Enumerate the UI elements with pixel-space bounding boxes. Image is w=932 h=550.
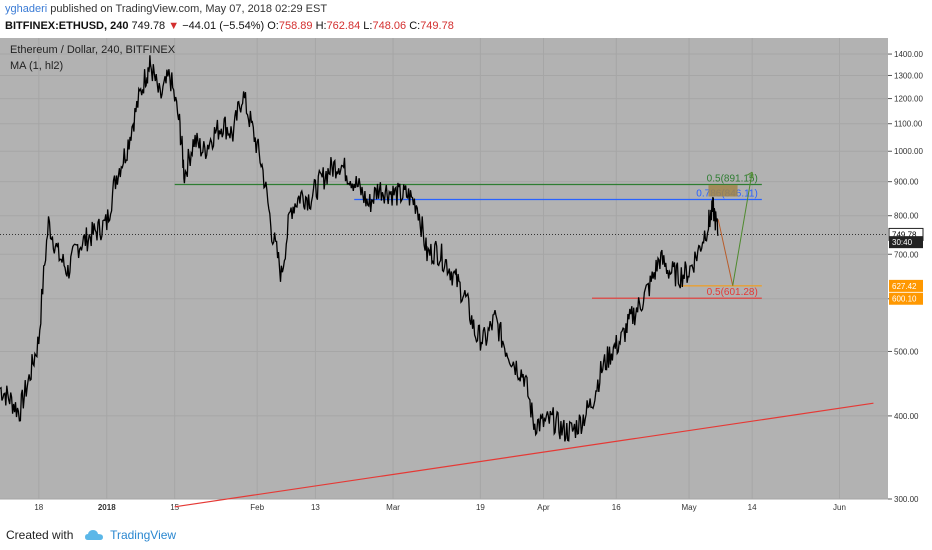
- created-with: Created with TradingView: [6, 528, 176, 542]
- open-label: O:: [267, 20, 279, 32]
- tradingview-logo-text[interactable]: TradingView: [110, 528, 177, 542]
- x-tick-label: Mar: [386, 503, 400, 512]
- y-tick-label: 800.00: [894, 212, 919, 221]
- high-value: 762.84: [326, 20, 361, 32]
- time-axis-labels: 18 2018 15 Feb 13 Mar 19 Apr 16 May 14 Jun: [34, 503, 846, 512]
- x-tick-label: 14: [748, 503, 757, 512]
- price-tag: [889, 236, 923, 249]
- price-axis[interactable]: [888, 38, 932, 514]
- created-label: Created with: [6, 528, 74, 542]
- price-tag-label: 627.42: [892, 282, 917, 291]
- price-change: −44.01 (−5.54%): [182, 20, 265, 32]
- high-label: H:: [315, 20, 327, 32]
- price-tag: [889, 279, 923, 292]
- x-tick-label: 15: [170, 503, 179, 512]
- y-tick-label: 900.00: [894, 178, 919, 187]
- y-tick-label: 1100.00: [894, 120, 923, 129]
- projection-up-arrow: [732, 172, 753, 286]
- y-tick-label: 700.00: [894, 250, 919, 259]
- ohlc-bar: BITFINEX:ETHUSD, 240 749.78 ▼ −44.01 (−5…: [5, 20, 454, 32]
- low-label: L:: [363, 20, 373, 32]
- y-tick-label: 1400.00: [894, 50, 923, 59]
- x-tick-label: 16: [612, 503, 621, 512]
- support-trendline: [174, 402, 874, 508]
- publish-info: yghaderi published on TradingView.com, M…: [5, 3, 327, 15]
- low-value: 748.06: [372, 20, 407, 32]
- close-value: 749.78: [420, 20, 454, 32]
- down-arrow-icon: ▼: [168, 20, 180, 32]
- target-zone: [708, 184, 738, 197]
- price-chart[interactable]: 300.00400.00500.00600.00700.00800.00900.…: [0, 38, 932, 514]
- x-tick-label: Feb: [250, 503, 264, 512]
- projection-down-arrow: [717, 219, 734, 286]
- tradingview-cloud-icon: [84, 530, 103, 541]
- legend-indicator: MA (1, hl2): [10, 60, 63, 72]
- arrow-head-icon: [746, 171, 754, 179]
- y-tick-label: 400.00: [894, 412, 919, 421]
- y-tick-label: 300.00: [894, 495, 919, 504]
- x-tick-label: May: [681, 503, 696, 512]
- price-axis-labels: 300.00400.00500.00600.00700.00800.00900.…: [888, 50, 923, 504]
- publish-text: published on TradingView.com, May 07, 20…: [50, 3, 328, 15]
- x-tick-label: 18: [34, 503, 43, 512]
- x-tick-label: 13: [311, 503, 320, 512]
- y-tick-label: 500.00: [894, 347, 919, 356]
- price-tag: [889, 292, 923, 305]
- price-line: [0, 55, 719, 442]
- y-tick-label: 1200.00: [894, 95, 923, 104]
- price-tag-label: 600.10: [892, 295, 917, 304]
- close-label: C:: [409, 20, 421, 32]
- x-tick-label: Jun: [833, 503, 846, 512]
- price-tag-label: 30:40: [892, 238, 913, 247]
- legend-title: Ethereum / Dollar, 240, BITFINEX: [10, 44, 176, 56]
- author-link[interactable]: yghaderi: [5, 3, 48, 15]
- y-tick-label: 1000.00: [894, 147, 923, 156]
- x-tick-label: 19: [476, 503, 485, 512]
- price-tag-label: 749.78: [892, 230, 917, 239]
- last-price: 749.78: [131, 20, 166, 32]
- time-axis[interactable]: [0, 499, 888, 514]
- y-tick-label: 1300.00: [894, 71, 923, 80]
- footer: Created with TradingView: [0, 518, 932, 550]
- chart-area[interactable]: 300.00400.00500.00600.00700.00800.00900.…: [0, 38, 932, 514]
- open-value: 758.89: [278, 20, 313, 32]
- fib-level-label: 0.5(891.15): [707, 174, 758, 185]
- x-tick-label: Apr: [537, 503, 550, 512]
- symbol-label[interactable]: BITFINEX:ETHUSD, 240: [5, 20, 129, 32]
- fib-level-label: 0.5(601.28): [707, 287, 758, 298]
- grid-lines: [0, 38, 888, 500]
- x-tick-label: 2018: [98, 503, 116, 512]
- annotations: [174, 171, 874, 508]
- chart-header: yghaderi published on TradingView.com, M…: [0, 0, 932, 38]
- price-series: [0, 55, 719, 442]
